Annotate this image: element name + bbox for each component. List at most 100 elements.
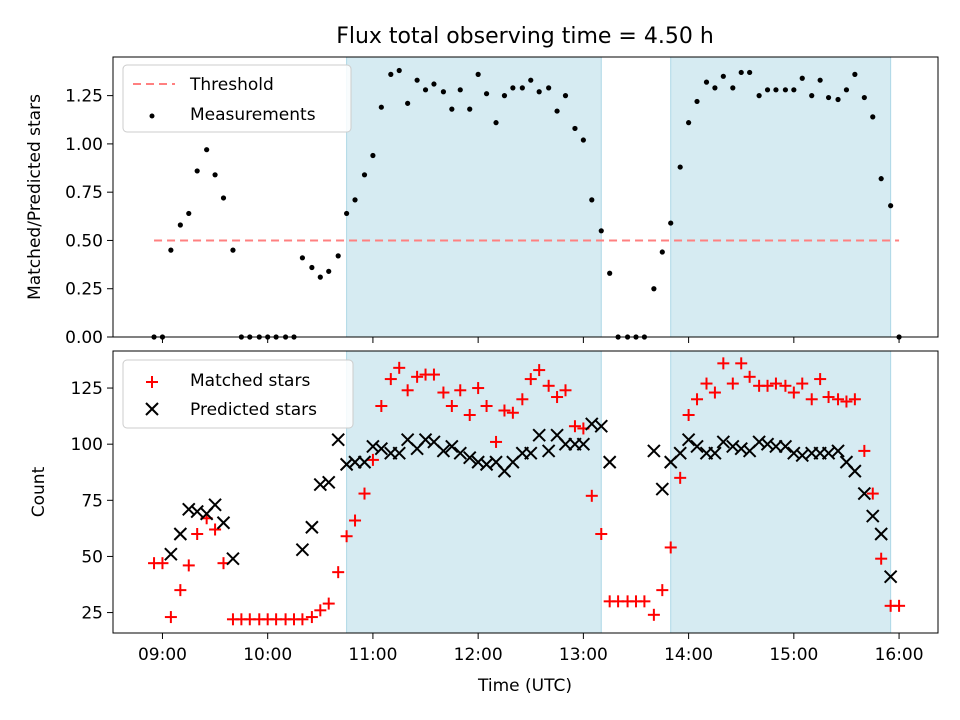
top-panel: 0.00 0.25 0.50 0.75 1.00 1.25 Matched/Predict… <box>25 56 939 348</box>
predicted-star-point <box>866 509 880 523</box>
matched-star-point <box>796 377 809 390</box>
predicted-star-point <box>716 435 731 449</box>
matched-star-point <box>858 444 871 457</box>
predicted-star-point <box>778 439 793 454</box>
matched-star-point <box>533 364 546 377</box>
measurement-point <box>186 210 192 217</box>
matched-star-point <box>463 408 476 421</box>
matched-star-point <box>743 370 756 383</box>
top-panel-y-tick-label: 0.50 <box>65 231 103 251</box>
measurement-point <box>510 85 516 91</box>
matched-star-point <box>585 489 598 502</box>
matched-star-point <box>761 379 774 392</box>
matched-star-point <box>832 393 845 406</box>
measurement-point <box>668 220 674 226</box>
predicted-star-point <box>339 457 354 472</box>
measurement-point <box>422 87 429 93</box>
matched-star-point <box>682 408 695 421</box>
predicted-stars-legend-label: Predicted stars <box>190 400 317 420</box>
observing-window-2 <box>670 350 892 634</box>
predicted-star-point <box>436 444 451 458</box>
predicted-star-point <box>357 455 372 469</box>
predicted-star-point <box>655 482 670 496</box>
predicted-star-point <box>322 475 336 490</box>
measurements-legend-label: Measurements <box>190 105 316 125</box>
predicted-star-point <box>445 439 459 454</box>
matched-star-point <box>349 514 362 527</box>
measurement-point <box>378 104 384 110</box>
predicted-star-point <box>532 428 546 442</box>
matched-star-point <box>656 584 669 597</box>
measurements-layer <box>151 67 902 340</box>
measurement-point <box>467 106 473 112</box>
matched-star-point <box>427 368 440 381</box>
predicted-star-point <box>769 439 783 454</box>
matched-star-point <box>506 406 519 419</box>
measurement-point <box>528 77 534 83</box>
matched-star-point <box>735 357 748 370</box>
matched-star-point <box>516 393 529 406</box>
bottom-panel-y-tick-label: 125 <box>71 379 103 399</box>
matched-star-point <box>156 557 169 570</box>
bottom-panel-x-ticks: 09:00 10:00 11:00 12:00 13:00 14:00 15:00 16:00 <box>138 633 924 665</box>
predicted-star-point <box>305 520 319 534</box>
matched-star-point <box>454 384 467 397</box>
measurement-point <box>843 87 850 93</box>
predicted-star-point <box>558 437 573 451</box>
bottom-panel-y-ticks: 25 50 75 100 125 <box>71 379 113 624</box>
measurement-point <box>554 108 560 114</box>
matched-star-point <box>595 527 608 540</box>
predicted-stars-legend-marker <box>145 402 159 416</box>
measurement-point <box>878 176 884 182</box>
top-panel-x-ticks <box>161 337 900 343</box>
matched-star-point <box>393 361 406 374</box>
top-panel-frame <box>112 56 939 338</box>
measurement-point <box>536 89 542 95</box>
matched-star-point <box>401 384 414 397</box>
top-panel-title: Flux total observing time = 4.50 h <box>336 24 714 49</box>
measurement-point <box>493 120 499 126</box>
predicted-star-point <box>374 441 389 456</box>
matched-star-point <box>848 393 861 406</box>
predicted-star-point <box>366 439 380 454</box>
measurement-point <box>431 81 437 87</box>
matched-star-point <box>805 393 818 406</box>
predicted-star-point <box>348 455 362 469</box>
measurement-point <box>562 93 569 99</box>
top-panel-y-ticks: 0.00 0.25 0.50 0.75 1.00 1.25 <box>65 87 113 348</box>
measurement-point <box>230 247 236 253</box>
measurement-point <box>852 71 858 77</box>
matched-star-point <box>305 611 318 624</box>
predicted-star-point <box>164 547 178 561</box>
matched-star-point <box>322 597 335 610</box>
measurement-point <box>791 87 797 93</box>
predicted-stars-layer <box>164 417 898 584</box>
bottom-panel-frame <box>112 350 939 634</box>
matched-star-point <box>480 400 493 413</box>
matched-star-point <box>551 391 564 404</box>
matched-star-point <box>638 595 651 608</box>
measurement-point <box>694 98 700 105</box>
predicted-star-point <box>295 542 310 557</box>
predicted-star-point <box>594 419 608 433</box>
matched-star-point <box>340 530 353 543</box>
measurement-point <box>501 93 508 99</box>
measurement-point <box>782 87 789 93</box>
bottom-panel-legend: Matched stars Predicted stars <box>122 359 354 429</box>
x-tick-label: 13:00 <box>559 645 608 665</box>
measurement-point <box>457 87 463 93</box>
matched-stars-legend-marker <box>146 376 158 388</box>
matched-star-point <box>822 391 835 404</box>
measurement-point <box>730 85 736 91</box>
predicted-star-point <box>173 527 188 541</box>
bottom-panel-y-tick-label: 100 <box>71 435 103 455</box>
matched-star-point <box>568 420 581 433</box>
matched-star-point <box>700 377 713 390</box>
bottom-panel-y-tick-label: 50 <box>81 547 103 567</box>
matched-star-point <box>472 382 485 395</box>
matched-star-point <box>490 435 503 448</box>
bottom-panel-y-tick-label: 75 <box>81 491 103 511</box>
matched-star-point <box>524 373 537 386</box>
x-tick-label: 15:00 <box>769 645 818 665</box>
